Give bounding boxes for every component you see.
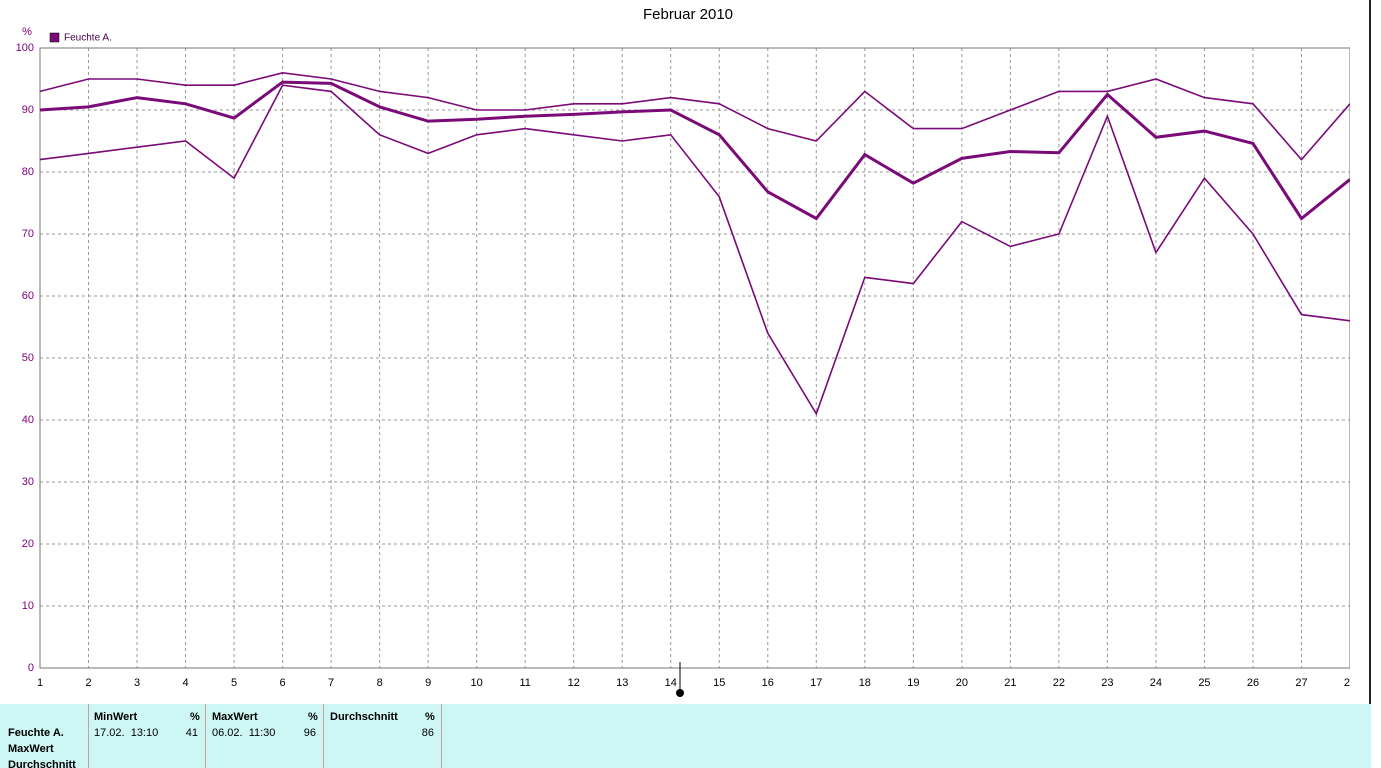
x-tick-label: 24 <box>1150 677 1162 689</box>
x-tick-label: 26 <box>1247 677 1259 689</box>
separator <box>205 704 206 768</box>
cursor-handle <box>676 689 684 697</box>
x-tick-label: 20 <box>956 677 968 689</box>
col-unit: % <box>190 711 200 723</box>
x-tick-label: 12 <box>568 677 580 689</box>
x-tick-label: 8 <box>377 677 383 689</box>
x-tick-label: 16 <box>762 677 774 689</box>
right-panel <box>1350 0 1371 704</box>
x-tick-label: 23 <box>1101 677 1113 689</box>
y-tick-label: 60 <box>22 290 34 302</box>
chart-title: Februar 2010 <box>643 6 733 23</box>
time: 06.02. 11:30 <box>212 727 276 739</box>
legend-label: Feuchte A. <box>64 33 112 44</box>
x-tick-label: 1 <box>37 677 43 689</box>
col-header: MinWert <box>94 711 138 723</box>
y-tick-label: 70 <box>22 228 34 240</box>
x-tick-label: 9 <box>425 677 431 689</box>
x-tick-label: 27 <box>1295 677 1307 689</box>
col-header: MaxWert <box>212 711 258 723</box>
legend-swatch <box>49 32 60 43</box>
x-tick-label: 10 <box>471 677 483 689</box>
y-axis-label: % <box>22 26 32 38</box>
y-tick-label: 80 <box>22 166 34 178</box>
y-tick-label: 20 <box>22 538 34 550</box>
x-tick-label: 13 <box>616 677 628 689</box>
y-tick-label: 40 <box>22 414 34 426</box>
x-tick-label: 22 <box>1053 677 1065 689</box>
x-tick-label: 14 <box>665 677 677 689</box>
separator <box>441 704 442 768</box>
x-tick-label: 6 <box>280 677 286 689</box>
line <box>39 80 1351 221</box>
row-label: MaxWert <box>8 743 54 755</box>
x-tick-label: 25 <box>1198 677 1210 689</box>
col-unit: % <box>425 711 435 723</box>
y-tick-label: 10 <box>22 600 34 612</box>
x-tick-label: 2 <box>85 677 91 689</box>
value: 41 <box>185 727 198 739</box>
x-tick-label: 21 <box>1004 677 1016 689</box>
line <box>39 71 1351 161</box>
col-header: Durchschnitt <box>330 711 398 723</box>
y-tick-label: 50 <box>22 352 34 364</box>
x-tick-label: 4 <box>182 677 188 689</box>
x-tick-label: 15 <box>713 677 725 689</box>
col-unit: % <box>308 711 318 723</box>
x-tick-label: 7 <box>328 677 334 689</box>
x-tick-label: 17 <box>810 677 822 689</box>
value: 96 <box>303 727 316 739</box>
row-label: Feuchte A. <box>8 727 64 739</box>
value: 86 <box>421 727 434 739</box>
y-tick-label: 0 <box>28 662 34 674</box>
x-tick-label: 18 <box>859 677 871 689</box>
stats-table: Feuchte A. MaxWert Durchschnitt MinWert … <box>0 704 1371 768</box>
time: 17.02. 13:10 <box>94 727 159 739</box>
y-tick-label: 90 <box>22 104 34 116</box>
y-tick-label: 100 <box>16 42 34 54</box>
x-tick-label: 11 <box>519 677 530 689</box>
separator <box>323 704 324 768</box>
y-tick-label: 30 <box>22 476 34 488</box>
x-tick-label: 3 <box>134 677 140 689</box>
x-tick-label: 5 <box>231 677 237 689</box>
x-tick-label: 19 <box>907 677 919 689</box>
line <box>39 84 1351 416</box>
row-label: Durchschnitt <box>8 759 76 768</box>
separator <box>88 704 89 768</box>
